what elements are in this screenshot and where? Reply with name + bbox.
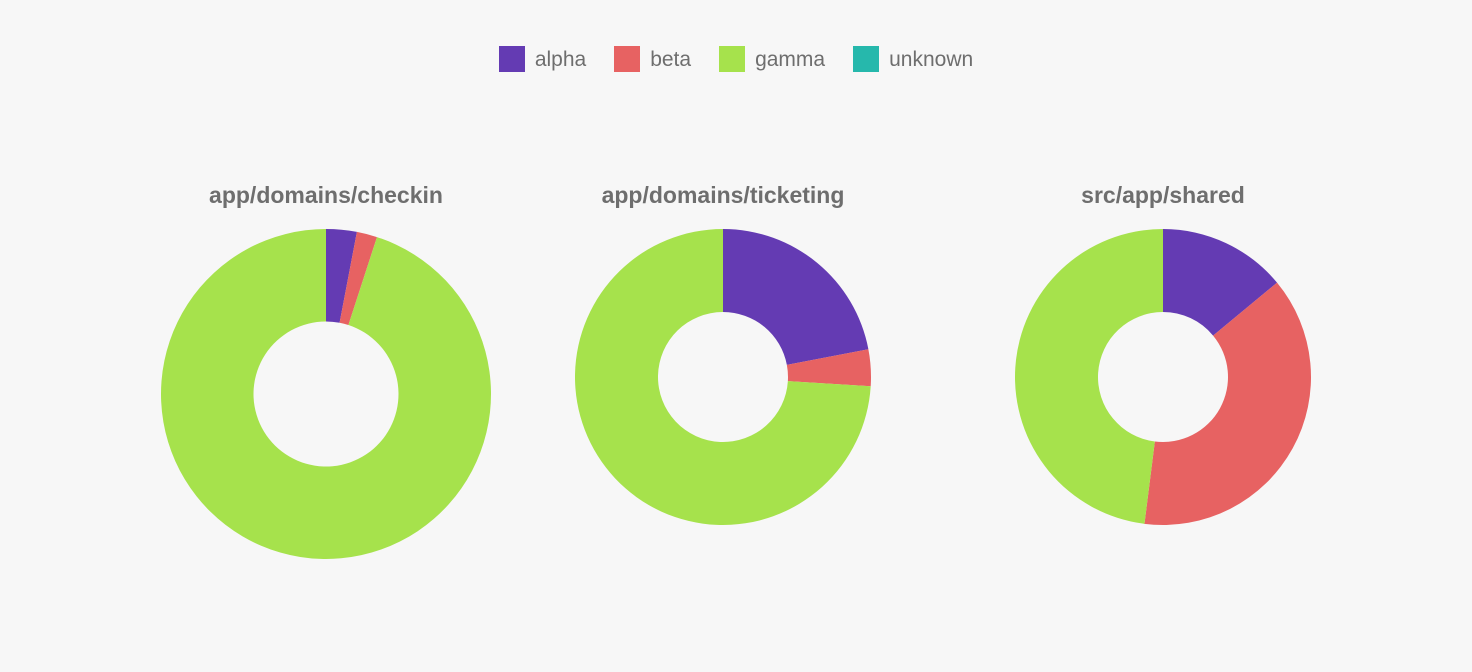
legend-swatch-gamma: [719, 46, 745, 72]
legend-item-beta[interactable]: beta: [614, 46, 691, 72]
legend-label-unknown: unknown: [889, 49, 973, 70]
legend: alpha beta gamma unknown: [0, 46, 1472, 72]
donut-chart: src/app/shared: [1013, 182, 1313, 527]
chart-title: app/domains/checkin: [209, 182, 443, 209]
legend-item-unknown[interactable]: unknown: [853, 46, 973, 72]
donut-chart: app/domains/ticketing: [573, 182, 873, 527]
donut-slice-alpha[interactable]: [723, 229, 868, 365]
donut-chart: app/domains/checkin: [159, 182, 493, 561]
donut-svg: [1013, 227, 1313, 527]
donut-svg: [573, 227, 873, 527]
legend-label-gamma: gamma: [755, 49, 825, 70]
donut-svg: [159, 227, 493, 561]
legend-swatch-alpha: [499, 46, 525, 72]
chart-title: app/domains/ticketing: [602, 182, 845, 209]
legend-item-alpha[interactable]: alpha: [499, 46, 586, 72]
legend-label-beta: beta: [650, 49, 691, 70]
chart-title: src/app/shared: [1081, 182, 1245, 209]
legend-swatch-unknown: [853, 46, 879, 72]
donut-charts-row: app/domains/checkin app/domains/ticketing…: [0, 182, 1472, 561]
legend-item-gamma[interactable]: gamma: [719, 46, 825, 72]
legend-label-alpha: alpha: [535, 49, 586, 70]
donut-slice-gamma[interactable]: [1015, 229, 1163, 524]
donut-slice-gamma[interactable]: [161, 229, 491, 559]
legend-swatch-beta: [614, 46, 640, 72]
chart-page: alpha beta gamma unknown app/domains/checki…: [0, 0, 1472, 672]
